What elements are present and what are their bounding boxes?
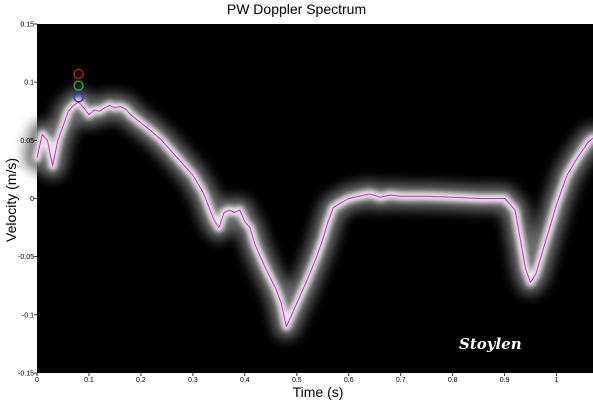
series-layer [36, 101, 593, 327]
x-tick-label: 0.3 [188, 377, 198, 384]
y-tick-label: 0.05 [20, 138, 34, 145]
peak-marker [73, 68, 84, 80]
x-tick-label: 0.2 [136, 377, 146, 384]
x-tick-label: 0.7 [396, 377, 406, 384]
y-tick-label: -0.05 [18, 254, 34, 261]
y-tick-label: -0.15 [18, 371, 34, 378]
y-tick-label: 0.15 [20, 22, 34, 29]
y-axis-title: Velocity (m/s) [3, 158, 19, 242]
x-tick-label: 0.8 [448, 377, 458, 384]
y-tick-label: 0.1 [24, 80, 34, 87]
x-tick-label: 0.6 [344, 377, 354, 384]
y-tick-label: 0 [30, 196, 34, 203]
x-tick-label: 0 [35, 377, 39, 384]
x-axis: 0 0.1 0.2 0.3 0.4 0.5 0.6 0.7 0.8 0.9 1 [35, 373, 559, 384]
x-tick-label: 0.5 [292, 377, 302, 384]
marker-layer [73, 68, 84, 103]
velocity-trace [36, 101, 593, 327]
x-tick-label: 1 [555, 377, 559, 384]
x-tick-label: 0.4 [240, 377, 250, 384]
peak-marker [73, 92, 84, 103]
peak-marker [73, 80, 84, 91]
chart-title: PW Doppler Spectrum [226, 1, 367, 17]
signature-text: Stoylen [459, 335, 522, 353]
x-tick-label: 0.1 [84, 377, 94, 384]
y-axis: 0.15 0.1 0.05 0 -0.05 -0.1 -0.15 [18, 22, 37, 378]
x-axis-title: Time (s) [293, 384, 344, 400]
x-tick-label: 0.9 [500, 377, 510, 384]
y-tick-label: -0.1 [22, 312, 34, 319]
